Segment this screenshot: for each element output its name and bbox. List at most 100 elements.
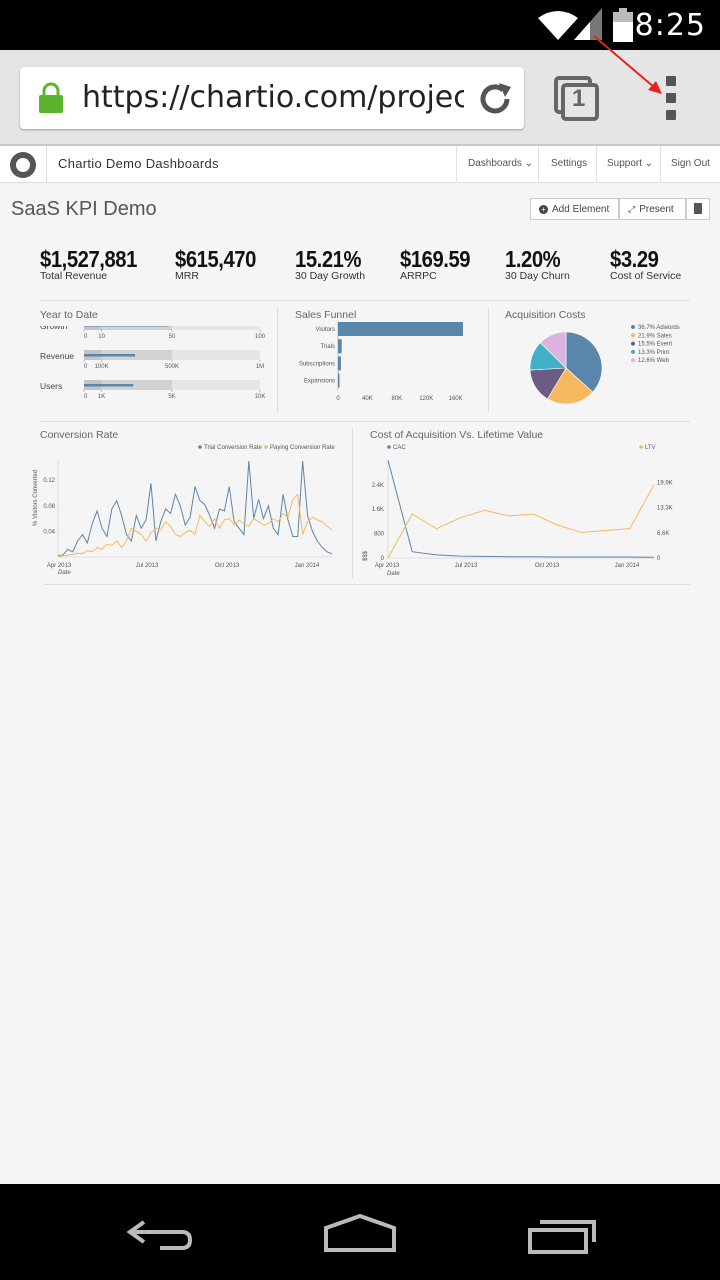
browser-toolbar: https://chartio.com/project/ 1 <box>0 50 720 146</box>
x-tick-label: Apr 2013 <box>375 563 400 569</box>
kpi-value: $1,527,881 <box>40 246 137 272</box>
bullet-tick-label: 0 <box>84 394 88 400</box>
funnel-bar <box>338 322 463 336</box>
tab-count: 1 <box>572 85 586 112</box>
pie-slice <box>539 331 567 369</box>
series-line <box>387 484 655 559</box>
nav-dashboards[interactable]: Dashboards ⌄ <box>468 158 534 169</box>
bullet-tick-label: 50 <box>169 334 176 340</box>
legend-label: Trial Conversion Rate <box>204 445 262 451</box>
y-left-tick-label: 800 <box>374 532 385 538</box>
y-right-tick-label: 19.9K <box>657 481 673 487</box>
series-line <box>387 460 655 558</box>
export-button[interactable] <box>686 198 710 220</box>
x-tick-label: Jul 2013 <box>136 563 159 569</box>
bullet-label: Growth <box>40 326 68 331</box>
tabs-icon <box>554 76 599 121</box>
pie-slice <box>547 367 594 404</box>
bullet-tick-label: 100K <box>95 364 109 370</box>
nav-sign-out[interactable]: Sign Out <box>671 158 710 169</box>
legend-swatch <box>639 445 643 449</box>
recents-icon[interactable] <box>526 1216 598 1256</box>
conversion-rate-chart: 0.04 0.08 0.12 % Visitors Converted Apr 2013… <box>33 445 335 576</box>
x-tick-label: Jan 2014 <box>295 563 320 569</box>
fullscreen-icon: ⤢ <box>628 204 636 214</box>
funnel-tick-label: 0 <box>336 396 340 402</box>
x-tick-label: Jan 2014 <box>615 563 640 569</box>
nav-settings[interactable]: Settings <box>551 158 588 169</box>
pie-legend-label: 15.5% Event <box>638 342 672 348</box>
pie-legend-label: 12.6% Web <box>638 358 670 364</box>
dashboard-title: SaaS KPI Demo <box>11 198 157 220</box>
bullet-tick-label: 1K <box>98 394 105 400</box>
tab-switcher-button[interactable]: 1 <box>554 76 600 127</box>
web-page: Chartio Demo Dashboards Dashboards ⌄ Set… <box>0 146 720 1184</box>
legend-label: CAC <box>393 445 406 451</box>
bullet-range <box>84 326 172 330</box>
series-line <box>57 493 333 557</box>
legend-label: LTV <box>645 445 656 451</box>
kpi-label: Cost of Service <box>610 270 682 282</box>
wifi-icon <box>538 11 578 40</box>
bullet-measure <box>84 326 169 327</box>
kpi-total-revenue: $1,527,881 Total Revenue <box>40 246 150 282</box>
signal-icon <box>574 8 602 40</box>
funnel-bar <box>338 373 340 388</box>
lock-icon <box>39 82 63 113</box>
legend-swatch <box>264 445 268 449</box>
funnel-category-label: Expansions <box>304 379 335 385</box>
home-icon[interactable] <box>322 1212 398 1254</box>
pie-slice <box>565 331 603 393</box>
back-icon[interactable] <box>124 1216 196 1252</box>
overflow-menu-button[interactable] <box>656 76 686 120</box>
funnel-tick-label: 80K <box>391 396 402 402</box>
present-button[interactable]: ⤢ Present <box>619 198 686 220</box>
address-bar[interactable]: https://chartio.com/project/ <box>20 67 524 129</box>
app-header: Chartio Demo Dashboards Dashboards ⌄ Set… <box>0 146 720 183</box>
funnel-bar <box>338 356 341 371</box>
x-tick-label: Jul 2013 <box>455 563 478 569</box>
bullet-measure <box>84 384 134 387</box>
kpi-value: $169.59 <box>400 246 471 272</box>
y-tick-label: 0.08 <box>43 504 55 510</box>
ytd-title: Year to Date <box>40 309 98 321</box>
conversion-rate-title: Conversion Rate <box>40 429 119 441</box>
y-right-tick-label: 13.3K <box>657 506 673 512</box>
kpi-cost-of-service: $3.29 Cost of Service <box>610 246 681 282</box>
y-axis-label: $$$ <box>363 550 369 561</box>
pie-legend-label: 21.9% Sales <box>638 333 672 339</box>
url-text[interactable]: https://chartio.com/project/ <box>82 80 464 115</box>
x-tick-label: Apr 2013 <box>47 563 72 569</box>
pie-legend-swatch <box>631 349 635 354</box>
sales-funnel-chart: Visitors Trials Subscriptions Expansions 0 40… <box>299 322 463 402</box>
pie-legend-swatch <box>631 341 635 346</box>
chartio-logo[interactable] <box>10 152 36 178</box>
kpi-label: 30 Day Growth <box>295 270 366 282</box>
x-axis-label: Date <box>387 571 400 576</box>
bullet-tick-label: 10 <box>98 334 105 340</box>
kpi-value: 1.20% <box>505 246 561 272</box>
reload-icon[interactable] <box>475 79 515 119</box>
series-line <box>57 460 333 557</box>
add-element-button[interactable]: + Add Element <box>530 198 619 220</box>
y-right-tick-label: 6.6K <box>657 531 669 537</box>
kpi-value: $615,470 <box>175 246 256 272</box>
y-left-tick-label: 1.6K <box>372 507 384 513</box>
add-element-label: Add Element <box>552 204 610 215</box>
brand-title[interactable]: Chartio Demo Dashboards <box>58 156 219 171</box>
kpi-30-day-growth: 15.21% 30 Day Growth <box>295 246 370 282</box>
kpi-arrpc: $169.59 ARRPC <box>400 246 480 282</box>
legend-label: Paying Conversion Rate <box>270 445 335 451</box>
bullet-label: Revenue <box>40 351 74 361</box>
y-left-tick-label: 2.4K <box>372 483 384 489</box>
legend-swatch <box>387 445 391 449</box>
cac-ltv-title: Cost of Acquisition Vs. Lifetime Value <box>370 429 544 441</box>
cac-ltv-chart: 0 800 1.6K 2.4K 0 6.6K 13.3K 19.9K $$$ Apr 2013 Ju… <box>363 445 673 576</box>
legend-swatch <box>198 445 202 449</box>
pie-legend-swatch <box>631 358 635 363</box>
bullet-label: Users <box>40 381 62 391</box>
pie-legend-swatch <box>631 333 635 338</box>
funnel-bar <box>338 339 342 354</box>
nav-support[interactable]: Support ⌄ <box>607 158 654 169</box>
document-icon <box>694 203 702 214</box>
